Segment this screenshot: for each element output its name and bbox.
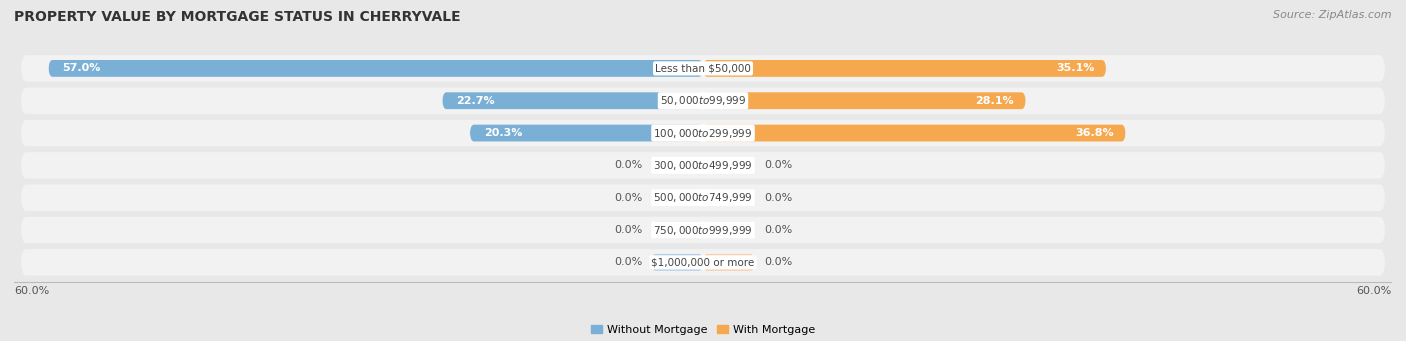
Text: PROPERTY VALUE BY MORTGAGE STATUS IN CHERRYVALE: PROPERTY VALUE BY MORTGAGE STATUS IN CHE… — [14, 10, 461, 24]
Text: $500,000 to $749,999: $500,000 to $749,999 — [654, 191, 752, 204]
Text: Less than $50,000: Less than $50,000 — [655, 63, 751, 73]
Text: 60.0%: 60.0% — [1357, 286, 1392, 296]
FancyBboxPatch shape — [703, 254, 755, 271]
FancyBboxPatch shape — [21, 55, 1385, 81]
Text: 0.0%: 0.0% — [614, 160, 643, 170]
Text: $750,000 to $999,999: $750,000 to $999,999 — [654, 224, 752, 237]
FancyBboxPatch shape — [703, 189, 755, 206]
Text: 36.8%: 36.8% — [1076, 128, 1114, 138]
FancyBboxPatch shape — [703, 157, 755, 174]
Text: 0.0%: 0.0% — [614, 257, 643, 267]
Text: 35.1%: 35.1% — [1056, 63, 1094, 73]
FancyBboxPatch shape — [703, 222, 755, 238]
Text: $300,000 to $499,999: $300,000 to $499,999 — [654, 159, 752, 172]
Text: 22.7%: 22.7% — [456, 96, 495, 106]
Text: 0.0%: 0.0% — [763, 193, 792, 203]
Text: 0.0%: 0.0% — [763, 225, 792, 235]
FancyBboxPatch shape — [21, 217, 1385, 243]
FancyBboxPatch shape — [21, 152, 1385, 179]
FancyBboxPatch shape — [703, 60, 1107, 77]
Text: 0.0%: 0.0% — [763, 257, 792, 267]
FancyBboxPatch shape — [21, 184, 1385, 211]
Text: 57.0%: 57.0% — [62, 63, 101, 73]
Text: $50,000 to $99,999: $50,000 to $99,999 — [659, 94, 747, 107]
Text: 60.0%: 60.0% — [14, 286, 49, 296]
FancyBboxPatch shape — [470, 125, 703, 142]
Text: 0.0%: 0.0% — [614, 193, 643, 203]
Text: $100,000 to $299,999: $100,000 to $299,999 — [654, 127, 752, 139]
FancyBboxPatch shape — [21, 120, 1385, 146]
FancyBboxPatch shape — [703, 125, 1126, 142]
FancyBboxPatch shape — [443, 92, 703, 109]
Text: 28.1%: 28.1% — [976, 96, 1014, 106]
FancyBboxPatch shape — [21, 88, 1385, 114]
FancyBboxPatch shape — [21, 249, 1385, 276]
Text: 0.0%: 0.0% — [614, 225, 643, 235]
Text: Source: ZipAtlas.com: Source: ZipAtlas.com — [1274, 10, 1392, 20]
Text: 20.3%: 20.3% — [484, 128, 522, 138]
FancyBboxPatch shape — [651, 222, 703, 238]
Text: $1,000,000 or more: $1,000,000 or more — [651, 257, 755, 267]
FancyBboxPatch shape — [651, 254, 703, 271]
Text: 0.0%: 0.0% — [763, 160, 792, 170]
FancyBboxPatch shape — [48, 60, 703, 77]
FancyBboxPatch shape — [651, 189, 703, 206]
Legend: Without Mortgage, With Mortgage: Without Mortgage, With Mortgage — [586, 320, 820, 339]
FancyBboxPatch shape — [703, 92, 1025, 109]
FancyBboxPatch shape — [651, 157, 703, 174]
